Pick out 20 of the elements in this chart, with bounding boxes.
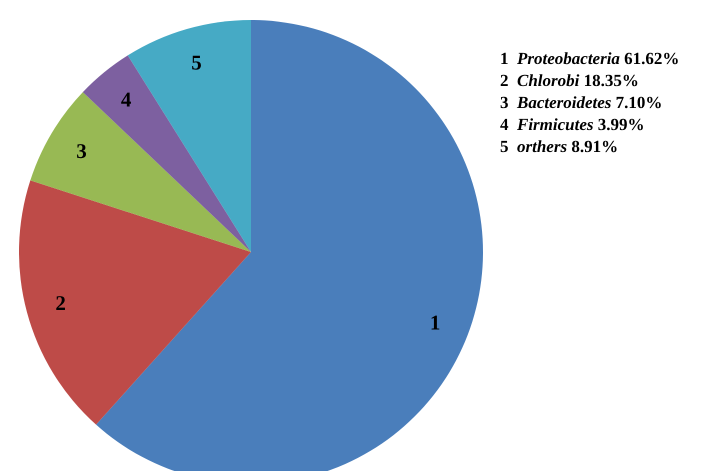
text: Proteobacteria (517, 49, 620, 68)
text: 7.10% (616, 93, 662, 112)
slice-label: 2 (55, 291, 66, 316)
slice-label: 3 (76, 139, 87, 164)
text: 8.91% (571, 137, 618, 156)
slice-label: 1 (430, 310, 440, 335)
category-label: 4 (500, 115, 508, 134)
category-label: 2 (500, 71, 508, 90)
text: Chlorobi (517, 71, 580, 90)
text: 61.62% (624, 49, 680, 68)
slice-label: 4 (120, 87, 132, 112)
text: 18.35% (584, 71, 639, 90)
slice-label: 1 (500, 49, 508, 68)
category-label: 5 (500, 137, 508, 156)
text: Firmicutes (517, 115, 594, 134)
text: orthers (517, 137, 568, 156)
text: Bacteroidetes (517, 93, 612, 112)
category-label: 3 (500, 93, 508, 112)
slice-label: 5 (191, 50, 202, 74)
text: 3.99% (598, 115, 645, 134)
